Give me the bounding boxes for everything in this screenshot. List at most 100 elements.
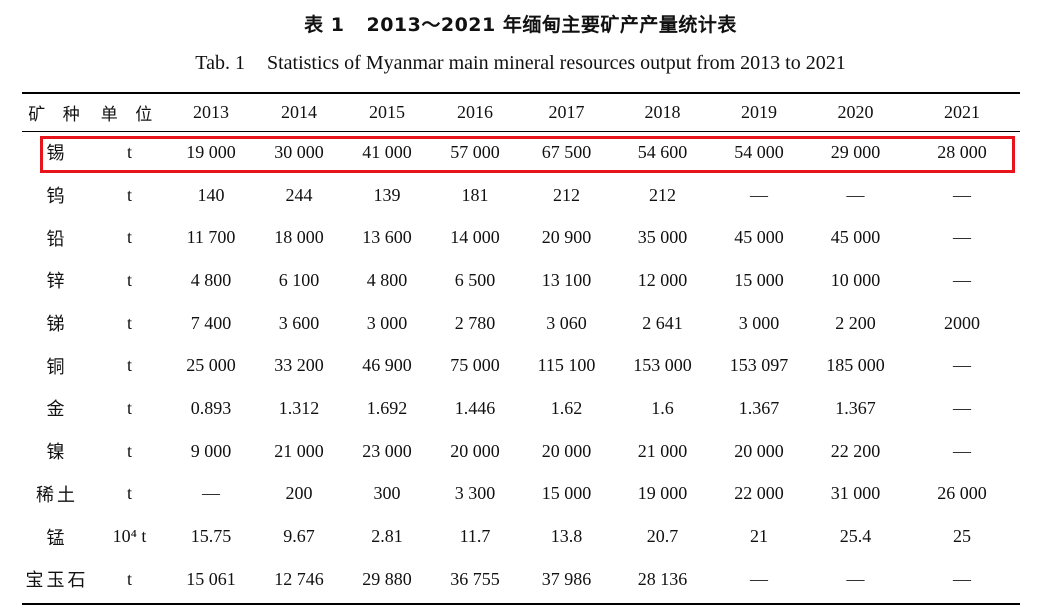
caption-en-number: Tab. 1 — [195, 52, 245, 74]
value-cell: 12 746 — [274, 568, 324, 589]
unit-cell: t — [126, 269, 132, 290]
value-cell: 15.75 — [190, 526, 232, 547]
value-cell: — — [750, 184, 768, 205]
mineral-name-cell: 锌 — [46, 271, 68, 293]
value-cell: 26 000 — [937, 483, 987, 504]
mineral-output-table: 矿 种单 位 2013 2014 2015 2016 2017 2018 2019 2020 20… — [22, 94, 1020, 601]
mineral-name-cell: 稀土 — [36, 484, 78, 506]
value-cell: 6 100 — [278, 269, 320, 290]
value-cell: 181 — [461, 184, 489, 205]
mineral-name-cell: 金 — [46, 399, 68, 421]
table-row: 锑 t 7 400 3 600 3 000 2 780 3 060 2 641 3 000 2 2… — [22, 302, 1020, 345]
value-cell: 4 800 — [366, 269, 408, 290]
caption-cn-text: 2013～2021 年缅甸主要矿产产量统计表 — [366, 14, 737, 36]
value-cell: 0.893 — [190, 397, 232, 418]
value-cell: 3 300 — [454, 483, 496, 504]
value-cell: 36 755 — [450, 568, 500, 589]
value-cell: 41 000 — [362, 141, 412, 162]
header-year: 2020 — [837, 102, 874, 122]
value-cell: 1.367 — [738, 397, 780, 418]
value-cell: 54 600 — [637, 141, 688, 162]
unit-cell: t — [126, 141, 132, 162]
value-cell: 31 000 — [830, 483, 881, 504]
value-cell: 7 400 — [190, 312, 232, 333]
value-cell: 22 000 — [734, 483, 784, 504]
mineral-name-cell: 铅 — [46, 228, 68, 250]
value-cell: — — [750, 568, 768, 589]
value-cell: 29 880 — [362, 568, 412, 589]
value-cell: 20 000 — [541, 440, 592, 461]
value-cell: 75 000 — [450, 355, 500, 376]
mineral-name-cell: 镍 — [46, 442, 68, 464]
value-cell: 2.81 — [371, 526, 403, 547]
value-cell: 212 — [553, 184, 580, 205]
value-cell: 46 900 — [362, 355, 412, 376]
value-cell: — — [953, 184, 971, 205]
value-cell: 20 000 — [450, 440, 500, 461]
value-cell: — — [202, 483, 220, 504]
value-cell: 139 — [373, 184, 401, 205]
value-cell: 67 500 — [541, 141, 592, 162]
value-cell: 25 — [953, 526, 971, 547]
header-year: 2017 — [548, 102, 585, 122]
value-cell: 153 000 — [633, 355, 692, 376]
value-cell: — — [953, 568, 971, 589]
mineral-name-cell: 钨 — [46, 186, 68, 208]
value-cell: 10 000 — [830, 269, 881, 290]
value-cell: — — [953, 355, 971, 376]
value-cell: 2 200 — [835, 312, 876, 333]
header-mineral: 矿 种 — [28, 105, 86, 125]
caption-cn-number: 表 1 — [304, 14, 345, 36]
value-cell: 11 700 — [186, 227, 236, 248]
value-cell: 115 100 — [537, 355, 596, 376]
table-row: 锡 t 19 000 30 000 41 000 57 000 67 500 54 600 54… — [22, 131, 1020, 174]
value-cell: 13.8 — [550, 526, 583, 547]
header-year: 2015 — [369, 102, 405, 122]
caption-chinese: 表 1 2013～2021 年缅甸主要矿产产量统计表 — [0, 10, 1041, 36]
table-row: 铅 t 11 700 18 000 13 600 14 000 20 900 35 000 45… — [22, 216, 1020, 259]
value-cell: 14 000 — [450, 227, 500, 248]
mineral-name-cell: 锰 — [46, 527, 68, 549]
value-cell: 30 000 — [274, 141, 324, 162]
value-cell: 28 000 — [937, 141, 987, 162]
value-cell: 22 200 — [830, 440, 881, 461]
value-cell: 4 800 — [190, 269, 232, 290]
value-cell: 45 000 — [830, 227, 881, 248]
value-cell: — — [953, 397, 971, 418]
value-cell: 12 000 — [637, 269, 688, 290]
value-cell: 212 — [649, 184, 676, 205]
header-year: 2018 — [644, 102, 681, 122]
value-cell: — — [846, 568, 865, 589]
value-cell: 1.312 — [278, 397, 320, 418]
mineral-name-cell: 锡 — [46, 143, 68, 165]
value-cell: — — [953, 440, 971, 461]
value-cell: 18 000 — [274, 227, 324, 248]
value-cell: 21 000 — [637, 440, 688, 461]
table-top-rule — [22, 92, 1020, 94]
value-cell: 185 000 — [826, 355, 885, 376]
unit-cell: t — [126, 184, 132, 205]
value-cell: 13 600 — [362, 227, 412, 248]
value-cell: 20 900 — [541, 227, 592, 248]
table-row: 铜 t 25 000 33 200 46 900 75 000 115 100 153 000… — [22, 344, 1020, 387]
value-cell: 11.7 — [459, 526, 491, 547]
value-cell: 2 780 — [454, 312, 496, 333]
value-cell: 3 600 — [278, 312, 320, 333]
unit-cell: 10⁴ t — [112, 526, 147, 547]
value-cell: 20 000 — [734, 440, 784, 461]
value-cell: 3 000 — [738, 312, 780, 333]
table-row: 钨 t 140 244 139 181 212 212 — — — — [22, 174, 1020, 217]
header-year: 2013 — [193, 102, 229, 122]
value-cell: 1.692 — [366, 397, 408, 418]
table-row: 金 t 0.893 1.312 1.692 1.446 1.62 1.6 1.367 1.367 — — [22, 387, 1020, 430]
value-cell: 1.446 — [454, 397, 496, 418]
value-cell: — — [846, 184, 865, 205]
header-year: 2014 — [281, 102, 317, 122]
value-cell: 20.7 — [646, 526, 679, 547]
unit-cell: t — [126, 227, 132, 248]
value-cell: 29 000 — [830, 141, 881, 162]
table-row: 镍 t 9 000 21 000 23 000 20 000 20 000 21 000 20 … — [22, 430, 1020, 473]
value-cell: 3 060 — [546, 312, 587, 333]
unit-cell: t — [126, 355, 132, 376]
value-cell: 28 136 — [637, 568, 688, 589]
